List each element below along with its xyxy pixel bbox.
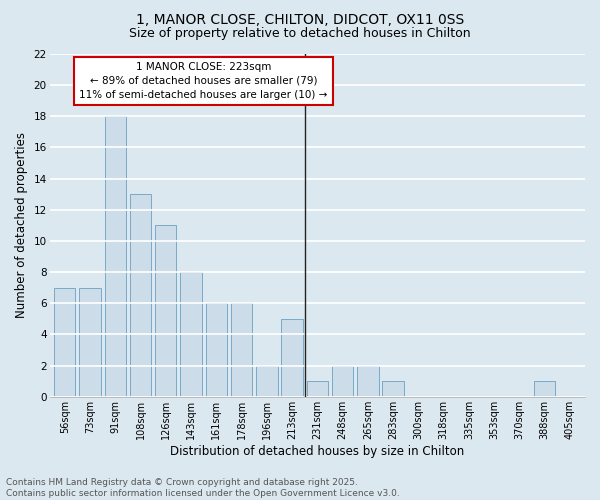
Text: 1, MANOR CLOSE, CHILTON, DIDCOT, OX11 0SS: 1, MANOR CLOSE, CHILTON, DIDCOT, OX11 0S…: [136, 12, 464, 26]
Bar: [206, 304, 227, 397]
Bar: [256, 366, 278, 397]
Bar: [357, 366, 379, 397]
Bar: [130, 194, 151, 397]
Bar: [54, 288, 76, 397]
Text: Contains HM Land Registry data © Crown copyright and database right 2025.
Contai: Contains HM Land Registry data © Crown c…: [6, 478, 400, 498]
Bar: [104, 116, 126, 397]
Bar: [332, 366, 353, 397]
Text: Size of property relative to detached houses in Chilton: Size of property relative to detached ho…: [129, 28, 471, 40]
Bar: [155, 226, 176, 397]
Bar: [79, 288, 101, 397]
Bar: [307, 381, 328, 397]
Bar: [281, 319, 303, 397]
X-axis label: Distribution of detached houses by size in Chilton: Distribution of detached houses by size …: [170, 444, 464, 458]
Bar: [382, 381, 404, 397]
Bar: [534, 381, 556, 397]
Y-axis label: Number of detached properties: Number of detached properties: [15, 132, 28, 318]
Bar: [231, 304, 252, 397]
Text: 1 MANOR CLOSE: 223sqm
← 89% of detached houses are smaller (79)
11% of semi-deta: 1 MANOR CLOSE: 223sqm ← 89% of detached …: [79, 62, 328, 100]
Bar: [180, 272, 202, 397]
